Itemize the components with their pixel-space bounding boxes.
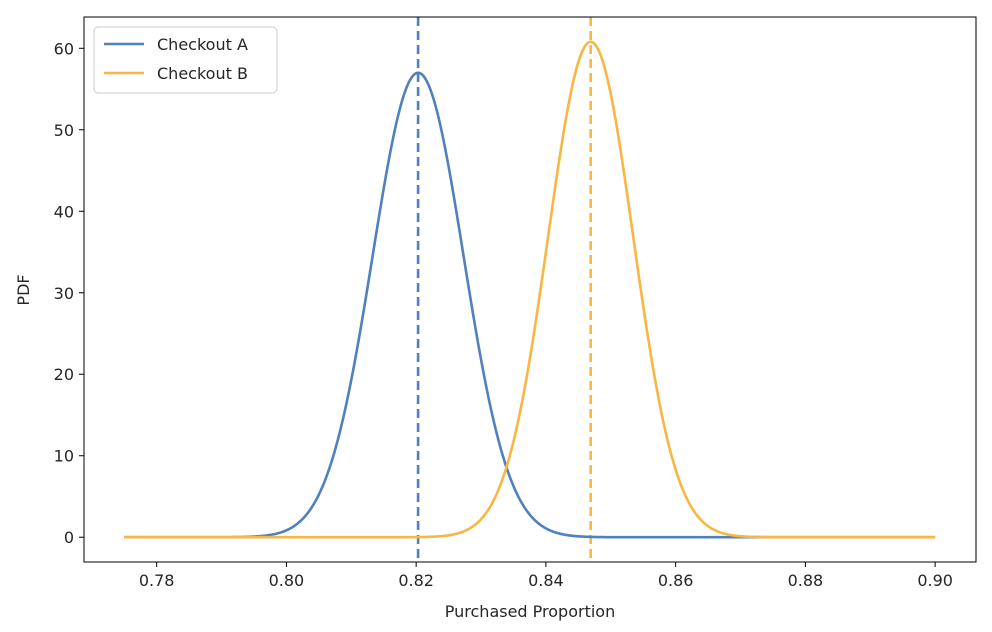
legend-label-1: Checkout A <box>157 35 248 54</box>
y-tick-label: 0 <box>64 528 74 547</box>
y-tick-label: 60 <box>54 39 74 58</box>
plot-area-frame <box>83 16 977 563</box>
y-tick-label: 30 <box>54 284 74 303</box>
y-tick-label: 20 <box>54 365 74 384</box>
y-tick-label: 50 <box>54 121 74 140</box>
y-tick-label: 40 <box>54 202 74 221</box>
series-line-1 <box>124 71 936 539</box>
y-axis-label: PDF <box>14 274 33 305</box>
x-tick-label: 0.90 <box>917 571 953 590</box>
x-axis-label: Purchased Proportion <box>445 602 615 621</box>
legend: Checkout A Checkout B <box>93 26 278 94</box>
x-tick-label: 0.86 <box>658 571 694 590</box>
x-tick-label: 0.84 <box>528 571 564 590</box>
legend-label-2: Checkout B <box>157 64 248 83</box>
y-tick-label: 10 <box>54 447 74 466</box>
x-tick-label: 0.88 <box>788 571 824 590</box>
x-tick-label: 0.78 <box>139 571 175 590</box>
series-line-2 <box>124 40 936 539</box>
x-tick-label: 0.82 <box>398 571 434 590</box>
x-tick-label: 0.80 <box>269 571 305 590</box>
